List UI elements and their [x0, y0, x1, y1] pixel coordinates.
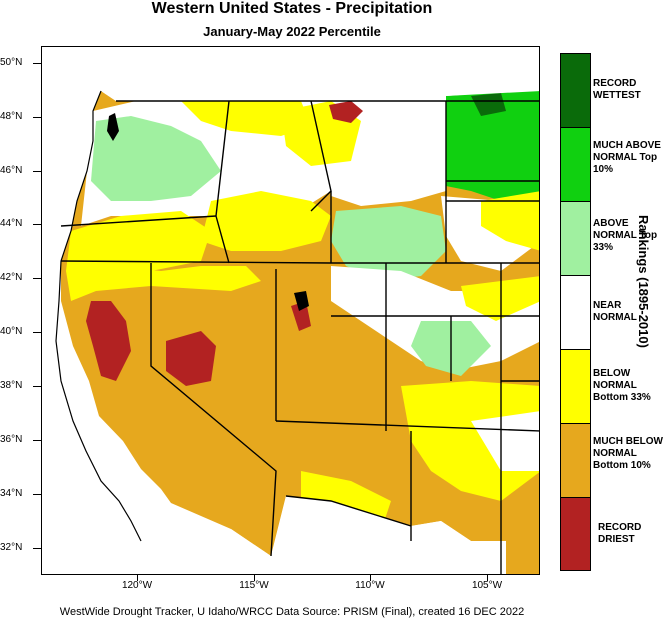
lat-tick [33, 63, 41, 64]
map-subtitle: January-May 2022 Percentile [203, 24, 381, 39]
lat-label-46: 46°N [0, 165, 23, 176]
nevada-record-dry [166, 331, 216, 386]
coastline [55, 90, 142, 542]
legend-swatch-above [561, 202, 590, 276]
montana-record-dry [329, 101, 363, 123]
canada-area [42, 47, 539, 101]
utah-record-dry [291, 301, 311, 331]
lat-tick [33, 440, 41, 441]
legend-label-above: ABOVE NORMAL Top 33% [593, 218, 658, 253]
lat-tick [33, 332, 41, 333]
lat-tick [33, 224, 41, 225]
plains-yellow [481, 191, 539, 251]
precipitation-map [41, 46, 540, 575]
legend-swatch-much-below [561, 424, 590, 498]
dakota-record-wet [471, 93, 506, 116]
california-yellow [66, 266, 261, 301]
legend-label-below: BELOW NORMAL Bottom 33% [593, 368, 651, 403]
legend-label-record-wettest: RECORD WETTEST [593, 78, 641, 101]
oregon-yellow [66, 211, 211, 276]
lat-label-38: 38°N [0, 380, 23, 391]
idaho-montana-yellow [201, 191, 331, 251]
northwest-below-normal [181, 101, 311, 136]
lat-label-42: 42°N [0, 272, 23, 283]
montana-near-normal [331, 101, 446, 206]
lat-label-48: 48°N [0, 111, 23, 122]
legend-label-record-driest: RECORD DRIEST [598, 522, 642, 545]
map-graphic [42, 47, 539, 574]
lat-tick [33, 171, 41, 172]
lon-label-105: 105°W [471, 580, 503, 591]
texas-near-normal [471, 411, 539, 471]
lat-label-32: 32°N [0, 542, 23, 553]
lon-tick [137, 575, 138, 581]
footer-credits: WestWide Drought Tracker, U Idaho/WRCC D… [59, 606, 525, 618]
legend-bar [560, 53, 591, 571]
lon-label-120: 120°W [121, 580, 153, 591]
lat-label-40: 40°N [0, 326, 23, 337]
legend-label-near: NEAR NORMAL [593, 300, 637, 323]
lat-label-34: 34°N [0, 488, 23, 499]
lon-tick [254, 575, 255, 581]
lon-tick [370, 575, 371, 581]
lon-label-115: 115°W [239, 580, 269, 591]
lat-tick [33, 548, 41, 549]
legend-label-much-above: MUCH ABOVE NORMAL Top 10% [593, 140, 661, 175]
colorado-yellow [461, 276, 539, 321]
great-salt-lake [294, 291, 309, 311]
lon-tick [487, 575, 488, 581]
lon-label-110: 110°W [355, 580, 385, 591]
state-borders [60, 100, 539, 574]
lat-label-36: 36°N [0, 434, 23, 445]
lat-tick [33, 386, 41, 387]
ocean [42, 47, 151, 574]
lat-tick [33, 494, 41, 495]
northwest-above-normal [91, 116, 221, 201]
lat-label-50: 50°N [0, 57, 23, 68]
legend-swatch-below [561, 350, 590, 424]
puget-sound [107, 113, 119, 141]
legend-swatch-near [561, 276, 590, 350]
lat-label-44: 44°N [0, 218, 23, 229]
legend-label-much-below: MUCH BELOW NORMAL Bottom 10% [593, 436, 663, 471]
california-record-dry [86, 301, 131, 381]
legend-swatch-much-above [561, 128, 590, 202]
wyoming-above-normal [331, 206, 446, 281]
northern-plains-much-above [446, 89, 539, 201]
legend-axis-title: Rankings (1895-2010) [636, 215, 651, 348]
lat-tick [33, 117, 41, 118]
mexico-area [154, 496, 506, 574]
legend-swatch-record-wettest [561, 54, 590, 128]
map-title: Western United States - Precipitation [151, 0, 433, 17]
legend-swatch-record-driest [561, 498, 590, 570]
lat-tick [33, 278, 41, 279]
